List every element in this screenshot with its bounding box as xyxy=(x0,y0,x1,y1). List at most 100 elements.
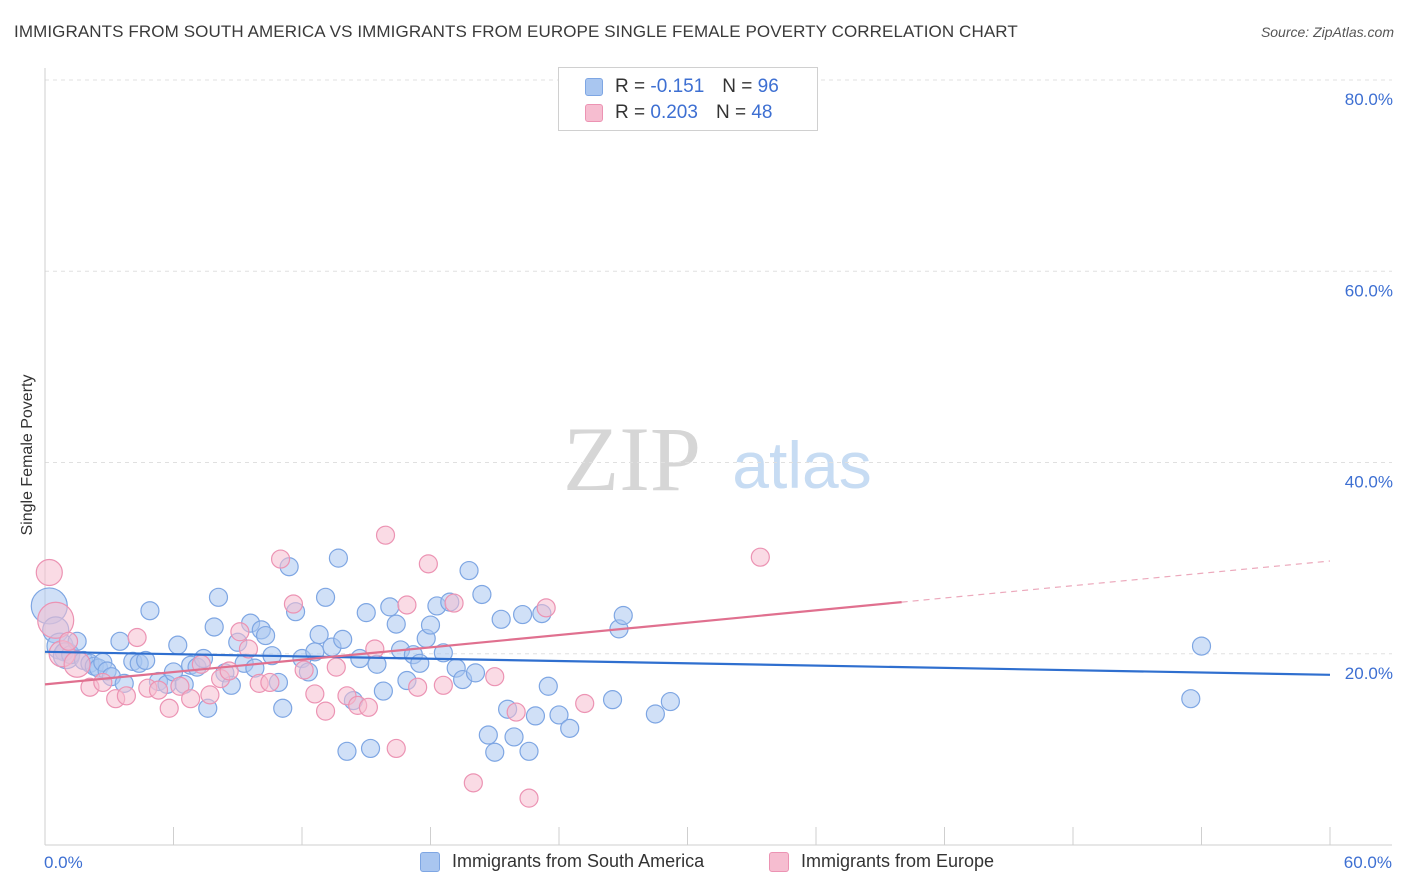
data-point xyxy=(37,601,75,639)
data-point xyxy=(294,660,314,680)
legend-swatch-europe xyxy=(585,104,603,122)
watermark: ZIP atlas xyxy=(563,408,872,510)
trend-line-south-america xyxy=(44,650,1331,676)
legend-n-label: N = xyxy=(722,76,753,97)
data-point xyxy=(750,547,770,567)
data-point xyxy=(386,614,406,634)
series-europe-points xyxy=(35,106,770,808)
data-point xyxy=(358,697,378,717)
data-point xyxy=(485,667,505,687)
grid-lines xyxy=(45,79,1392,655)
legend-n-value: 96 xyxy=(757,76,779,97)
y-tick-label: 20.0% xyxy=(1345,664,1393,683)
data-point xyxy=(283,594,304,614)
y-tick-label: 60.0% xyxy=(1345,281,1393,300)
data-point xyxy=(538,676,558,696)
data-point xyxy=(504,727,524,747)
data-point xyxy=(270,549,291,569)
data-point xyxy=(365,639,385,659)
data-point xyxy=(208,587,229,607)
data-point xyxy=(512,604,533,625)
data-point xyxy=(536,598,556,618)
data-point xyxy=(418,554,438,574)
x-tick-label-min: 0.0% xyxy=(44,853,83,872)
data-point xyxy=(140,601,160,621)
data-point xyxy=(465,663,486,683)
legend-n-label: N = xyxy=(715,102,747,123)
data-point xyxy=(181,689,201,709)
legend-r-value: 0.203 xyxy=(650,102,698,123)
legend-swatch-south-america xyxy=(585,78,603,96)
series-south-america-points xyxy=(30,548,1212,762)
data-points xyxy=(30,106,1212,808)
data-point xyxy=(356,603,376,623)
data-point xyxy=(433,675,453,695)
data-point xyxy=(260,672,280,693)
data-point xyxy=(373,681,393,701)
data-point xyxy=(602,690,623,710)
data-point xyxy=(410,653,430,673)
data-point xyxy=(491,609,511,629)
data-point xyxy=(660,691,680,712)
y-tick-labels: 20.0% 40.0% 60.0% 80.0% xyxy=(1345,90,1393,683)
y-tick-label: 80.0% xyxy=(1345,90,1393,109)
data-point xyxy=(159,698,179,718)
data-point xyxy=(506,702,526,722)
data-point xyxy=(273,698,293,718)
x-tick-label-max: 60.0% xyxy=(1343,853,1392,872)
data-point xyxy=(337,741,357,761)
data-point xyxy=(305,684,325,704)
data-point xyxy=(238,639,259,659)
series-legend: Immigrants from South America Immigrants… xyxy=(0,851,1406,879)
data-point xyxy=(478,725,498,745)
data-point xyxy=(560,718,580,738)
data-point xyxy=(645,704,665,724)
data-point xyxy=(360,738,381,759)
data-point xyxy=(116,686,136,706)
data-point xyxy=(444,593,464,613)
legend-r-label: R = xyxy=(615,76,646,97)
data-point xyxy=(333,629,353,650)
data-point xyxy=(613,605,633,626)
trend-line-europe-projection xyxy=(901,560,1331,603)
data-point xyxy=(204,617,224,637)
data-point xyxy=(93,672,113,693)
legend-swatch-south-america xyxy=(420,851,440,872)
data-point xyxy=(200,685,220,705)
legend-n-value: 48 xyxy=(751,102,773,123)
data-point xyxy=(309,625,329,645)
data-point xyxy=(170,676,190,696)
trend-lines xyxy=(44,560,1331,686)
watermark-zip: ZIP xyxy=(563,408,701,510)
data-point xyxy=(472,584,492,605)
data-point xyxy=(408,677,428,697)
legend-label-europe: Immigrants from Europe xyxy=(801,851,995,871)
legend-item-south-america[interactable]: Immigrants from South America xyxy=(420,851,704,872)
source-credit: Source: ZipAtlas.com xyxy=(1260,24,1394,40)
data-point xyxy=(315,587,336,607)
data-point xyxy=(575,693,595,714)
legend-label-south-america: Immigrants from South America xyxy=(452,851,705,871)
data-point xyxy=(386,738,406,759)
data-point xyxy=(525,706,546,726)
legend-swatch-europe xyxy=(769,851,789,872)
chart-title: IMMIGRANTS FROM SOUTH AMERICA VS IMMIGRA… xyxy=(14,22,1018,41)
data-point xyxy=(168,635,188,655)
data-point xyxy=(127,627,147,648)
data-point xyxy=(230,622,250,642)
data-point xyxy=(315,701,336,721)
data-point xyxy=(463,773,483,793)
data-point xyxy=(433,643,453,663)
legend-item-europe[interactable]: Immigrants from Europe xyxy=(769,851,994,872)
data-point xyxy=(519,788,539,808)
data-point xyxy=(375,525,396,545)
correlation-legend: R = -0.151 N = 96 R = 0.203 N = 48 xyxy=(558,67,818,131)
data-point xyxy=(519,741,539,761)
watermark-atlas: atlas xyxy=(732,428,871,502)
data-point xyxy=(549,705,569,725)
data-point xyxy=(63,650,91,678)
legend-row-south-america: R = -0.151 N = 96 xyxy=(585,74,779,100)
data-point xyxy=(136,650,156,671)
data-point xyxy=(328,548,349,568)
